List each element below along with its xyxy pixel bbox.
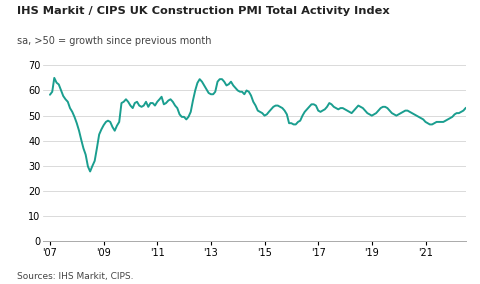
Text: Sources: IHS Markit, CIPS.: Sources: IHS Markit, CIPS. (17, 272, 133, 281)
Text: sa, >50 = growth since previous month: sa, >50 = growth since previous month (17, 36, 211, 45)
Text: IHS Markit / CIPS UK Construction PMI Total Activity Index: IHS Markit / CIPS UK Construction PMI To… (17, 6, 390, 16)
